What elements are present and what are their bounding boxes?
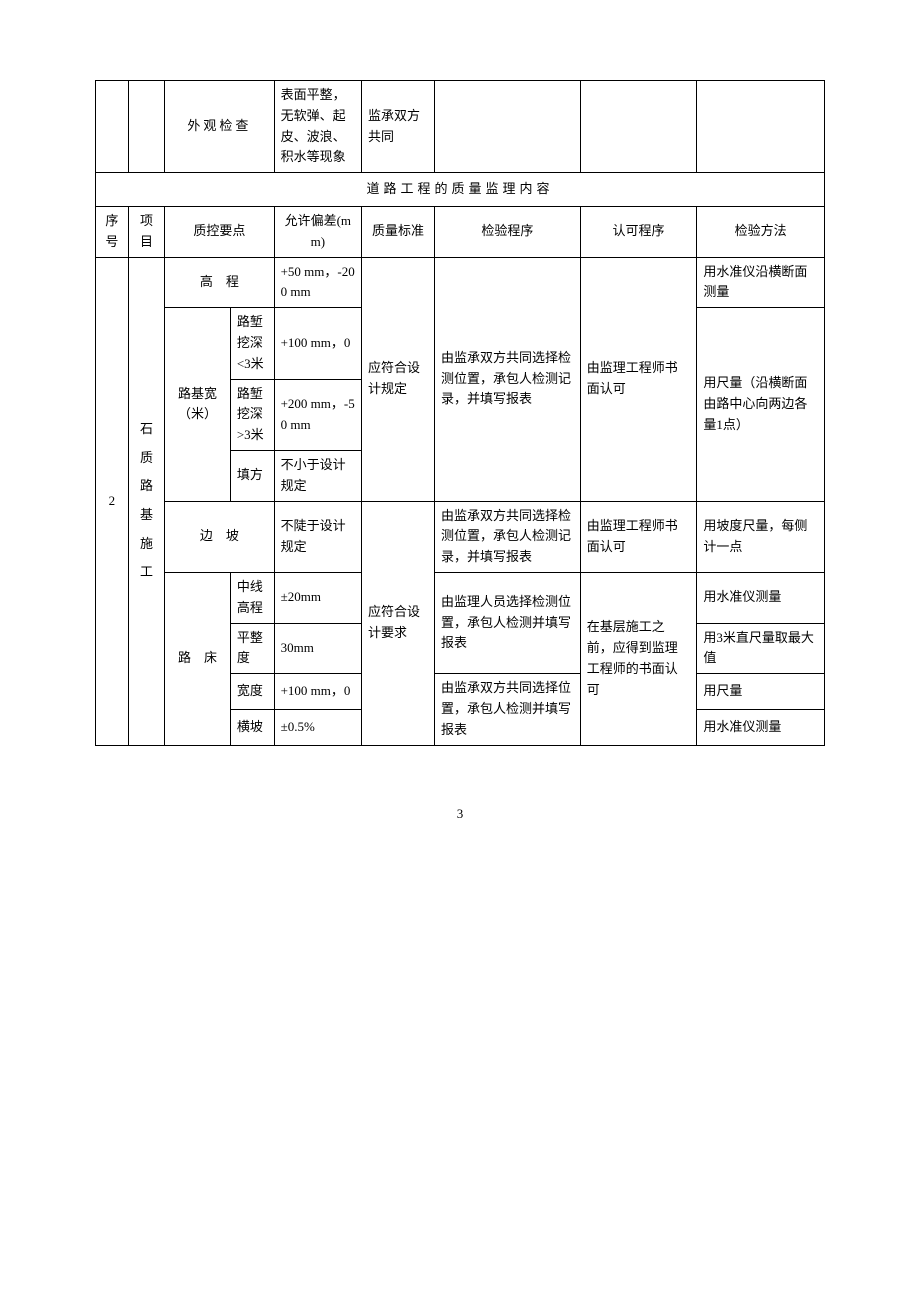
cell-cut-gt3-label: 路堑挖深>3米 xyxy=(230,379,274,450)
cell-cross-tol: ±0.5% xyxy=(274,709,361,745)
cell-centerline-label: 中线高程 xyxy=(230,572,274,623)
cell-cut-lt3-tol: +100 mm，0 xyxy=(274,308,361,379)
header-method: 检验方法 xyxy=(697,206,825,257)
cell-slope-tol: 不陡于设计规定 xyxy=(274,501,361,572)
cell-tolerance: 表面平整，无软弹、起皮、波浪、积水等现象 xyxy=(274,81,361,173)
cell-seq: 2 xyxy=(96,257,129,745)
header-row: 序号 项目 质控要点 允许偏差(mm) 质量标准 检验程序 认可程序 检验方法 xyxy=(96,206,825,257)
cell-quality-point: 外观检查 xyxy=(165,81,274,173)
header-inspection: 检验程序 xyxy=(434,206,580,257)
cell-centerline-method: 用水准仪测量 xyxy=(697,572,825,623)
cell-flatness-label: 平整度 xyxy=(230,623,274,674)
cell-item: 石质路基施工 xyxy=(128,257,164,745)
cell-cross-label: 横坡 xyxy=(230,709,274,745)
cell-fill-tol: 不小于设计规定 xyxy=(274,450,361,501)
cell-centerline-tol: ±20mm xyxy=(274,572,361,623)
table-row: 2 石质路基施工 高 程 +50 mm，-200 mm 应符合设计规定 由监承双… xyxy=(96,257,825,308)
cell-std-design: 应符合设计规定 xyxy=(362,257,435,501)
cell-width-sub-method: 用尺量 xyxy=(697,674,825,710)
cell-elevation-label: 高 程 xyxy=(165,257,274,308)
header-quality-point: 质控要点 xyxy=(165,206,274,257)
cell-elevation-method: 用水准仪沿横断面测量 xyxy=(697,257,825,308)
cell-width-label: 路基宽（米） xyxy=(165,308,231,501)
table-row: 边 坡 不陡于设计规定 应符合设计要求 由监承双方共同选择检测位置，承包人检测记… xyxy=(96,501,825,572)
cell-roadbed-label: 路 床 xyxy=(165,572,231,745)
header-item: 项目 xyxy=(128,206,164,257)
section-title: 道路工程的质量监理内容 xyxy=(96,173,825,207)
cell-width-sub-tol: +100 mm，0 xyxy=(274,674,361,710)
cell-std-req: 应符合设计要求 xyxy=(362,501,435,745)
cell-inspection-supervisor: 由监理人员选择检测位置，承包人检测并填写报表 xyxy=(434,572,580,673)
cell-standard: 监承双方共同 xyxy=(362,81,435,173)
cell-fill-label: 填方 xyxy=(230,450,274,501)
cell-cut-gt3-tol: +200 mm，-50 mm xyxy=(274,379,361,450)
section-title-row: 道路工程的质量监理内容 xyxy=(96,173,825,207)
cell-slope-method: 用坡度尺量，每侧计一点 xyxy=(697,501,825,572)
cell-width-sub-label: 宽度 xyxy=(230,674,274,710)
page-number: 3 xyxy=(95,806,825,822)
cell-inspection-both-record: 由监承双方共同选择检测位置，承包人检测记录，并填写报表 xyxy=(434,257,580,501)
cell-approval-base: 在基层施工之前，应得到监理工程师的书面认可 xyxy=(580,572,697,745)
header-standard: 质量标准 xyxy=(362,206,435,257)
header-tolerance: 允许偏差(mm) xyxy=(274,206,361,257)
cell-width-method: 用尺量（沿横断面由路中心向两边各量1点） xyxy=(697,308,825,501)
spec-table: 外观检查 表面平整，无软弹、起皮、波浪、积水等现象 监承双方共同 道路工程的质量… xyxy=(95,80,825,746)
cell-approval-engineer: 由监理工程师书面认可 xyxy=(580,257,697,501)
cell-slope-approval: 由监理工程师书面认可 xyxy=(580,501,697,572)
header-approval: 认可程序 xyxy=(580,206,697,257)
table-row: 路 床 中线高程 ±20mm 由监理人员选择检测位置，承包人检测并填写报表 在基… xyxy=(96,572,825,623)
cell-slope-inspection: 由监承双方共同选择检测位置，承包人检测记录，并填写报表 xyxy=(434,501,580,572)
table-row: 外观检查 表面平整，无软弹、起皮、波浪、积水等现象 监承双方共同 xyxy=(96,81,825,173)
cell-cut-lt3-label: 路堑挖深<3米 xyxy=(230,308,274,379)
cell-inspection-both-fill: 由监承双方共同选择位置，承包人检测并填写报表 xyxy=(434,674,580,745)
cell-elevation-tol: +50 mm，-200 mm xyxy=(274,257,361,308)
cell-flatness-method: 用3米直尺量取最大值 xyxy=(697,623,825,674)
cell-flatness-tol: 30mm xyxy=(274,623,361,674)
cell-cross-method: 用水准仪测量 xyxy=(697,709,825,745)
cell-slope-label: 边 坡 xyxy=(165,501,274,572)
header-seq: 序号 xyxy=(96,206,129,257)
